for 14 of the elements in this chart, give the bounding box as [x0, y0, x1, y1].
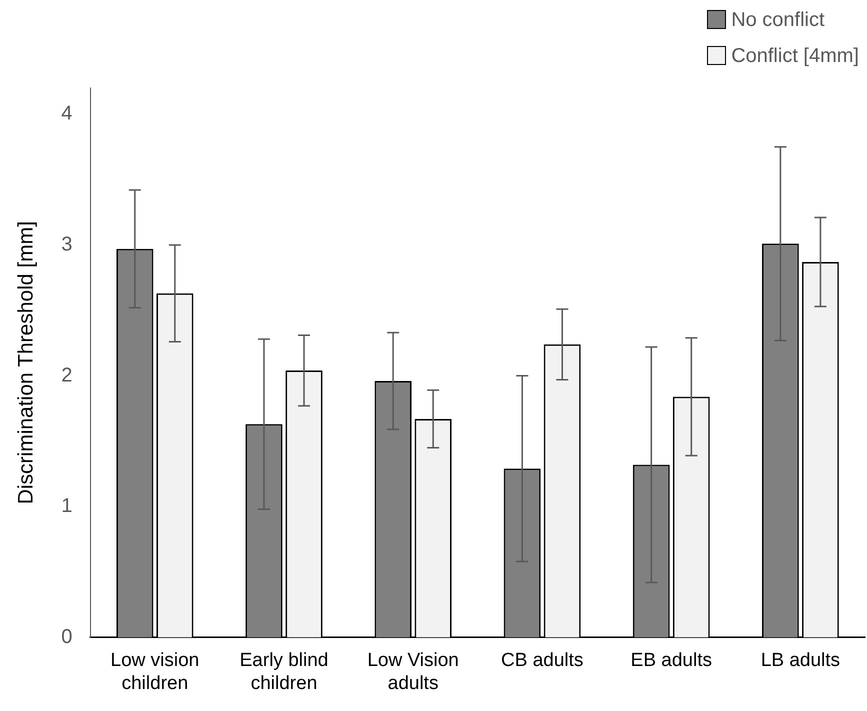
- x-tick-label: Low Vision adults: [367, 650, 459, 694]
- y-axis-title: Discrimination Threshold [mm]: [14, 221, 38, 504]
- x-tick-label: Low vision children: [110, 650, 200, 694]
- y-tick-label: 2: [61, 364, 72, 386]
- y-tick-label: 0: [61, 626, 72, 648]
- legend-label: Conflict [4mm]: [731, 45, 859, 67]
- y-tick-label: 3: [61, 233, 72, 256]
- x-tick-label: LB adults: [760, 650, 840, 672]
- y-tick-label: 4: [61, 102, 72, 125]
- legend-label: No conflict: [731, 9, 825, 31]
- x-tick-label: EB adults: [630, 650, 712, 672]
- y-tick-label: 1: [61, 495, 72, 518]
- x-tick-label: Early blind children: [240, 650, 328, 694]
- x-tick-label: CB adults: [501, 650, 584, 672]
